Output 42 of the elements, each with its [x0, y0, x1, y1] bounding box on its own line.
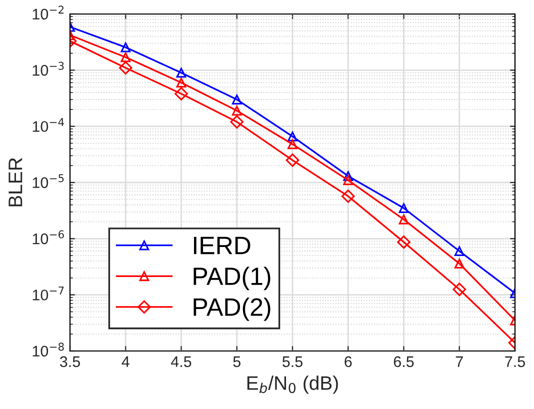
point	[120, 52, 131, 62]
point	[343, 171, 354, 182]
point	[341, 190, 355, 203]
point	[230, 115, 244, 129]
point	[454, 258, 464, 269]
point	[118, 61, 132, 74]
point	[232, 106, 242, 116]
point	[397, 235, 410, 249]
point	[288, 139, 298, 150]
y-axis-title: BLER	[8, 158, 22, 206]
y-tick-label: 10$^{−4}$	[32, 118, 64, 132]
x-tick-label: 4	[122, 356, 130, 367]
y-tick-label: 10$^{−6}$	[32, 230, 64, 244]
point	[343, 175, 354, 186]
point	[174, 87, 188, 100]
x-tick-label: 5	[233, 356, 240, 368]
point	[286, 153, 300, 167]
x-tick-label: 5.5	[282, 356, 302, 368]
point	[120, 42, 131, 52]
point	[176, 68, 186, 78]
x-tick-label: 6	[344, 356, 352, 368]
x-tick-label: 3.5	[60, 356, 80, 368]
point	[398, 214, 409, 224]
y-tick-label: 10$^{−3}$	[32, 62, 64, 76]
x-tick-label: 4.5	[170, 356, 192, 368]
x-axis-title: E$_{b}$/N$_{0}$ (dB)	[247, 376, 338, 394]
legend-label: PAD(1)	[194, 266, 270, 290]
point	[452, 282, 466, 296]
point	[288, 132, 298, 142]
point	[232, 94, 242, 104]
y-tick-label: 10$^{−2}$	[32, 6, 64, 20]
y-tick-label: 10$^{−5}$	[32, 174, 64, 188]
point	[398, 203, 409, 214]
point	[454, 246, 464, 256]
y-tick-label: 10$^{−8}$	[32, 342, 64, 357]
x-tick-label: 6.5	[394, 356, 414, 368]
legend-label: PAD(2)	[194, 298, 270, 321]
y-tick-label: 10$^{−7}$	[32, 286, 64, 300]
point	[176, 78, 186, 88]
x-tick-label: 7	[456, 356, 463, 367]
legend-label: IERD	[194, 236, 250, 254]
x-tick-label: 7.5	[505, 356, 525, 368]
